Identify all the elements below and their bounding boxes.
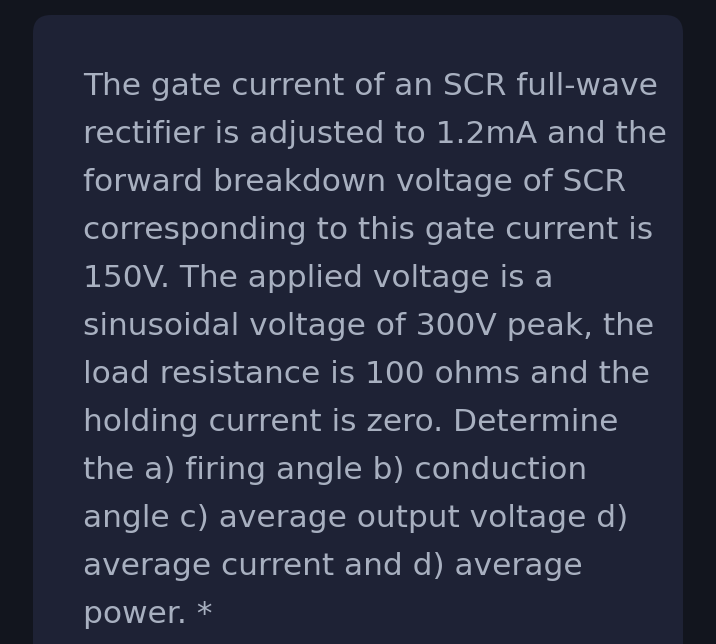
Text: 150V. The applied voltage is a: 150V. The applied voltage is a — [83, 264, 553, 293]
Text: holding current is zero. Determine: holding current is zero. Determine — [83, 408, 619, 437]
Text: The gate current of an SCR full-wave: The gate current of an SCR full-wave — [83, 72, 658, 101]
Text: sinusoidal voltage of 300V peak, the: sinusoidal voltage of 300V peak, the — [83, 312, 654, 341]
Text: angle c) average output voltage d): angle c) average output voltage d) — [83, 504, 628, 533]
FancyBboxPatch shape — [33, 15, 683, 644]
Text: average current and d) average: average current and d) average — [83, 552, 583, 581]
Text: corresponding to this gate current is: corresponding to this gate current is — [83, 216, 653, 245]
Text: rectifier is adjusted to 1.2mA and the: rectifier is adjusted to 1.2mA and the — [83, 120, 667, 149]
Text: power. *: power. * — [83, 600, 213, 629]
Text: forward breakdown voltage of SCR: forward breakdown voltage of SCR — [83, 168, 626, 197]
Text: the a) firing angle b) conduction: the a) firing angle b) conduction — [83, 456, 587, 485]
Text: load resistance is 100 ohms and the: load resistance is 100 ohms and the — [83, 360, 650, 389]
